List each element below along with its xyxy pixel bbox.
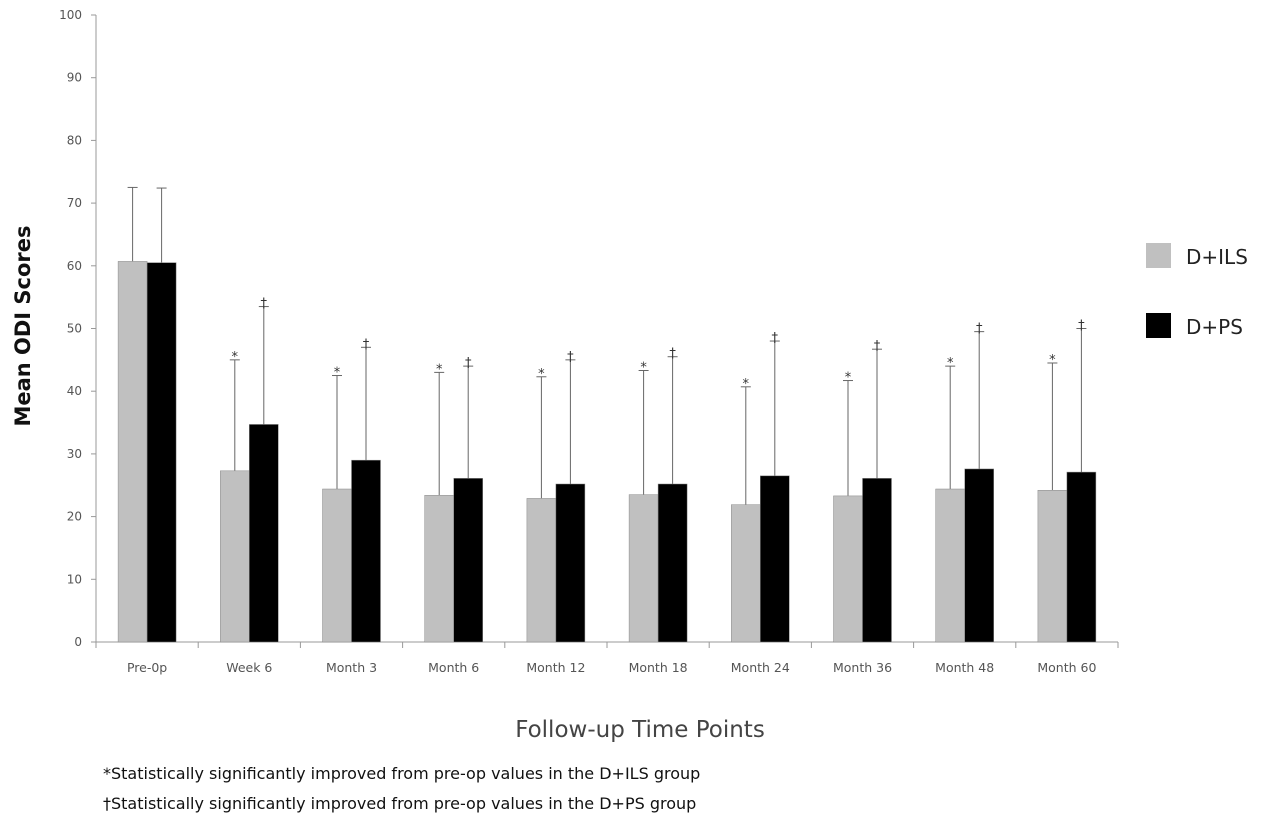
x-category-label: Month 12	[526, 660, 585, 675]
error-bars	[127, 186, 1087, 505]
bar	[117, 261, 148, 643]
significance-marker: †	[772, 331, 779, 346]
significance-marker: *	[538, 367, 545, 382]
significance-marker: *	[436, 362, 443, 377]
y-tick-label: 40	[67, 384, 82, 398]
significance-marker: *	[947, 356, 954, 371]
legend-label: D+ILS	[1186, 245, 1248, 269]
y-tick-label: 70	[67, 196, 82, 210]
x-category-label: Month 60	[1037, 660, 1096, 675]
significance-marker: *	[232, 350, 239, 365]
significance-marker: †	[976, 322, 983, 337]
x-category-label: Pre-0p	[127, 660, 167, 675]
bar	[526, 498, 557, 643]
y-axis-ticks: 0 10 20 30 40 50 60 70 80 90 100	[59, 8, 96, 649]
bar	[424, 495, 454, 643]
bar	[628, 494, 659, 643]
legend-swatch	[1146, 243, 1171, 268]
legend-swatch	[1146, 313, 1171, 338]
y-tick-label: 80	[67, 133, 82, 147]
y-axis-label: Mean ODI Scores	[11, 225, 35, 426]
bar	[935, 488, 965, 643]
x-category-label: Month 3	[326, 660, 377, 675]
significance-marker: †	[669, 347, 676, 362]
bar	[1037, 490, 1068, 643]
legend: D+ILS D+PS	[1146, 243, 1248, 339]
y-tick-label: 30	[67, 447, 82, 461]
bar	[862, 478, 892, 643]
significance-marker: †	[363, 337, 370, 352]
bar	[453, 478, 483, 643]
x-category-label: Month 24	[731, 660, 790, 675]
significance-marker: †	[874, 339, 881, 354]
x-category-label: Month 6	[428, 660, 479, 675]
bar	[351, 459, 381, 643]
y-tick-label: 60	[67, 259, 82, 273]
x-category-label: Month 36	[833, 660, 892, 675]
significance-marker: †	[465, 356, 472, 371]
x-axis-label: Follow-up Time Points	[515, 717, 765, 743]
bar	[322, 488, 352, 643]
bar	[220, 470, 250, 643]
bar	[760, 475, 790, 643]
footnote-ps: †Statistically significantly improved fr…	[103, 794, 697, 813]
footnote-ils: *Statistically significantly improved fr…	[103, 764, 701, 783]
significance-marker: *	[334, 366, 341, 381]
y-tick-label: 100	[59, 8, 82, 22]
significance-marker: †	[567, 350, 574, 365]
y-tick-label: 50	[67, 322, 82, 336]
significance-marker: *	[640, 361, 647, 376]
bar	[833, 495, 863, 643]
bars	[117, 261, 1097, 643]
bar	[731, 504, 761, 643]
bar	[964, 468, 994, 643]
significance-marker: *	[1049, 353, 1056, 368]
x-category-label: Week 6	[226, 660, 272, 675]
significance-marker: *	[743, 377, 750, 392]
y-tick-label: 10	[67, 572, 82, 586]
bar	[657, 483, 688, 643]
bar	[555, 483, 586, 643]
legend-label: D+PS	[1186, 315, 1243, 339]
significance-marker: *	[845, 371, 852, 386]
y-tick-label: 0	[74, 635, 82, 649]
bar	[249, 424, 279, 643]
x-category-label: Month 48	[935, 660, 994, 675]
x-axis-categories: Pre-0p Week 6 Month 3 Month 6 Month 12 Month …	[127, 660, 1097, 675]
significance-markers: * † * † * † * † * † * † * † * † * †	[232, 297, 1086, 392]
y-tick-label: 90	[67, 71, 82, 85]
bar	[146, 262, 177, 643]
y-tick-label: 20	[67, 510, 82, 524]
significance-marker: †	[1078, 319, 1085, 334]
bar	[1066, 471, 1097, 643]
x-category-label: Month 18	[629, 660, 688, 675]
significance-marker: †	[261, 297, 268, 312]
